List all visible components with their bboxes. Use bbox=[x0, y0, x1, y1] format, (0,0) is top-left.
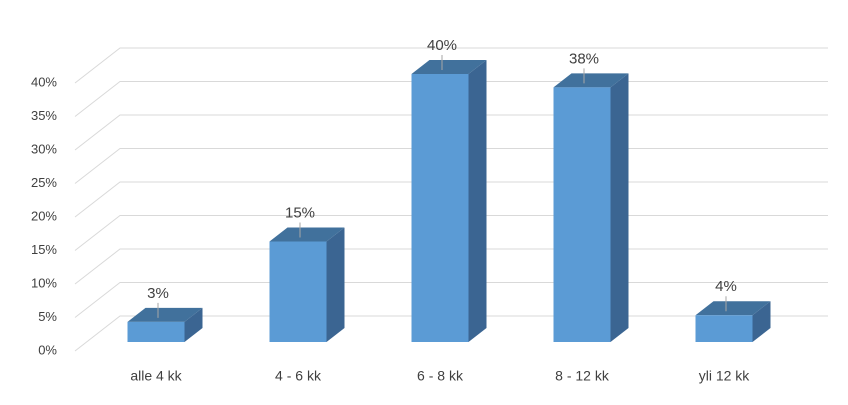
value-label: 40% bbox=[427, 37, 457, 54]
y-tick-label: 25% bbox=[31, 175, 57, 190]
bar-front bbox=[269, 241, 327, 342]
bar-top bbox=[411, 60, 487, 74]
value-label: 38% bbox=[569, 50, 599, 67]
value-label: 3% bbox=[147, 285, 169, 302]
bar-top bbox=[695, 301, 771, 316]
bar bbox=[127, 307, 203, 342]
bar-side bbox=[326, 227, 345, 342]
bar-side bbox=[468, 60, 487, 342]
x-tick-label: 6 - 8 kk bbox=[417, 368, 464, 384]
y-tick-label: 15% bbox=[31, 242, 57, 257]
bar-side bbox=[610, 73, 629, 343]
value-label: 4% bbox=[715, 278, 737, 295]
bar bbox=[553, 73, 629, 343]
value-label: 15% bbox=[285, 204, 315, 221]
y-tick-label: 20% bbox=[31, 208, 57, 223]
bar-top bbox=[553, 73, 629, 88]
bar bbox=[411, 60, 487, 342]
y-tick-label: 35% bbox=[31, 108, 57, 123]
bar-side bbox=[752, 301, 771, 342]
y-tick-label: 5% bbox=[38, 309, 57, 324]
y-tick-label: 30% bbox=[31, 141, 57, 156]
bar-top bbox=[269, 227, 345, 242]
bar bbox=[269, 227, 345, 342]
y-tick-label: 0% bbox=[38, 342, 57, 357]
x-tick-label: 8 - 12 kk bbox=[555, 368, 610, 384]
bar-top bbox=[127, 307, 203, 322]
bar bbox=[695, 301, 771, 342]
bar-front bbox=[127, 321, 185, 342]
y-tick-label: 40% bbox=[31, 74, 57, 89]
x-tick-label: alle 4 kk bbox=[130, 368, 182, 384]
bar-front bbox=[411, 74, 469, 342]
bar-side bbox=[184, 307, 203, 342]
bar-front bbox=[695, 315, 753, 342]
x-tick-label: 4 - 6 kk bbox=[275, 368, 322, 384]
bar-front bbox=[553, 87, 611, 343]
grid-line bbox=[74, 47, 828, 84]
x-tick-label: yli 12 kk bbox=[699, 368, 751, 384]
y-tick-label: 10% bbox=[31, 275, 57, 290]
